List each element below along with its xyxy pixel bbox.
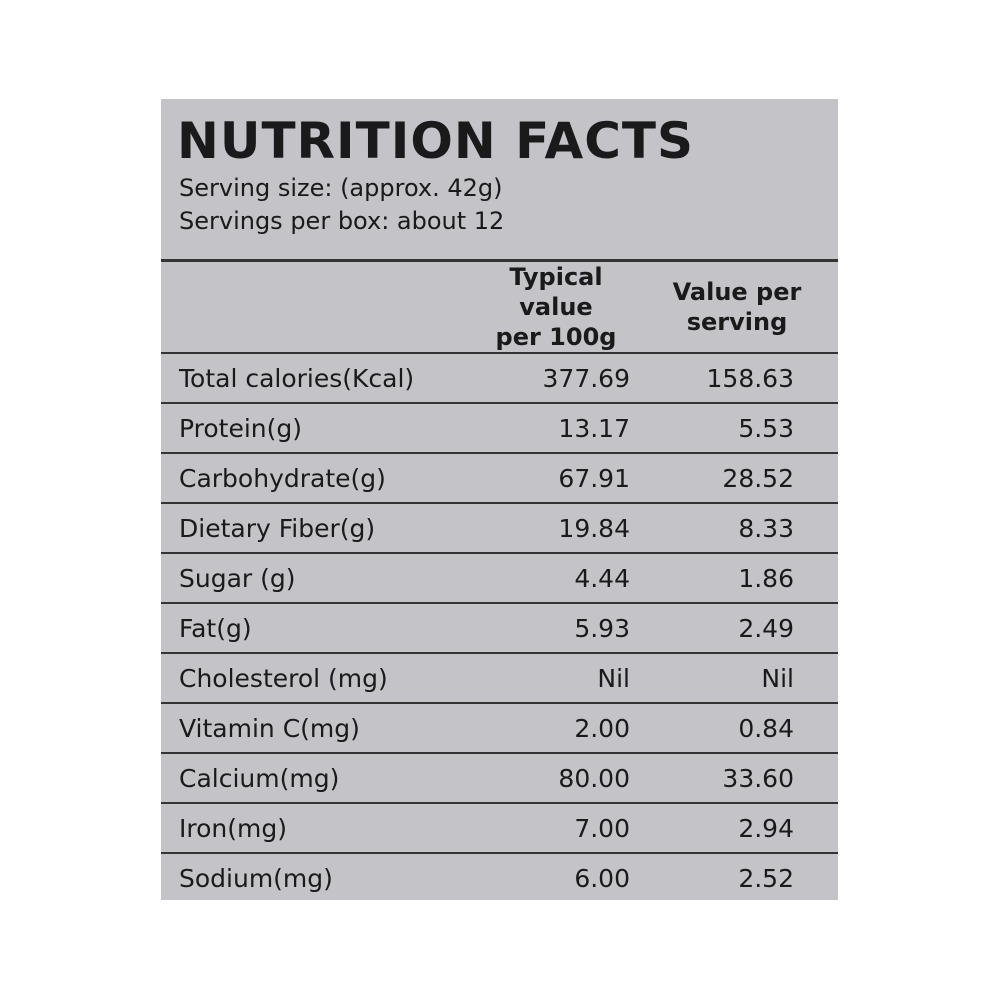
header-per-100g-line2: per 100g: [495, 323, 617, 351]
table-header-row: Typical value per 100g Value per serving: [161, 262, 838, 354]
header-per-serving-line1: Value per: [672, 278, 802, 306]
table-row: Calcium(mg) 80.00 33.60: [161, 753, 838, 804]
value-per-100g: Nil: [476, 653, 636, 704]
value-per-100g: 67.91: [476, 453, 636, 504]
value-per-100g: 2.00: [476, 703, 636, 754]
nutrition-title: NUTRITION FACTS: [177, 112, 695, 170]
header-nutrient-blank: [161, 262, 476, 354]
nutrient-name: Fat(g): [161, 603, 476, 654]
table-row: Fat(g) 5.93 2.49: [161, 603, 838, 654]
value-per-serving: 2.49: [636, 603, 838, 654]
value-per-serving: 28.52: [636, 453, 838, 504]
value-per-serving: 33.60: [636, 753, 838, 804]
value-per-serving: 0.84: [636, 703, 838, 754]
table-row: Sugar (g) 4.44 1.86: [161, 553, 838, 604]
nutrient-name: Vitamin C(mg): [161, 703, 476, 754]
serving-size: Serving size: (approx. 42g): [179, 174, 503, 202]
value-per-serving: 1.86: [636, 553, 838, 604]
value-per-serving: 8.33: [636, 503, 838, 554]
value-per-100g: 7.00: [476, 803, 636, 854]
nutrient-name: Total calories(Kcal): [161, 353, 476, 404]
header-per-serving: Value per serving: [636, 262, 838, 354]
table-row: Cholesterol (mg) Nil Nil: [161, 653, 838, 704]
table-row: Protein(g) 13.17 5.53: [161, 403, 838, 454]
header-per-serving-line2: serving: [686, 308, 788, 336]
value-per-serving: 5.53: [636, 403, 838, 454]
table-row: Sodium(mg) 6.00 2.52: [161, 853, 838, 900]
value-per-100g: 19.84: [476, 503, 636, 554]
value-per-serving: 158.63: [636, 353, 838, 404]
nutrient-name: Calcium(mg): [161, 753, 476, 804]
nutrition-header: NUTRITION FACTS Serving size: (approx. 4…: [161, 99, 838, 262]
servings-per-box: Servings per box: about 12: [179, 207, 505, 235]
value-per-100g: 4.44: [476, 553, 636, 604]
value-per-serving: 2.94: [636, 803, 838, 854]
table-row: Total calories(Kcal) 377.69 158.63: [161, 353, 838, 404]
nutrient-name: Dietary Fiber(g): [161, 503, 476, 554]
nutrient-name: Protein(g): [161, 403, 476, 454]
value-per-100g: 80.00: [476, 753, 636, 804]
table-row: Dietary Fiber(g) 19.84 8.33: [161, 503, 838, 554]
nutrient-name: Carbohydrate(g): [161, 453, 476, 504]
nutrient-name: Iron(mg): [161, 803, 476, 854]
value-per-100g: 377.69: [476, 353, 636, 404]
value-per-100g: 5.93: [476, 603, 636, 654]
nutrient-name: Sodium(mg): [179, 863, 333, 893]
value-per-100g: 13.17: [476, 403, 636, 454]
nutrition-table: Typical value per 100g Value per serving…: [161, 262, 838, 900]
header-per-100g: Typical value per 100g: [476, 262, 636, 354]
value-per-serving: 2.52: [738, 863, 794, 893]
nutrient-name: Cholesterol (mg): [161, 653, 476, 704]
value-per-serving: Nil: [636, 653, 838, 704]
table-row: Vitamin C(mg) 2.00 0.84: [161, 703, 838, 754]
table-row: Iron(mg) 7.00 2.94: [161, 803, 838, 854]
nutrition-facts-panel: NUTRITION FACTS Serving size: (approx. 4…: [161, 99, 838, 900]
value-per-100g: 6.00: [574, 863, 630, 893]
table-row: Carbohydrate(g) 67.91 28.52: [161, 453, 838, 504]
nutrient-name: Sugar (g): [161, 553, 476, 604]
header-per-100g-line1: Typical value: [509, 263, 603, 321]
